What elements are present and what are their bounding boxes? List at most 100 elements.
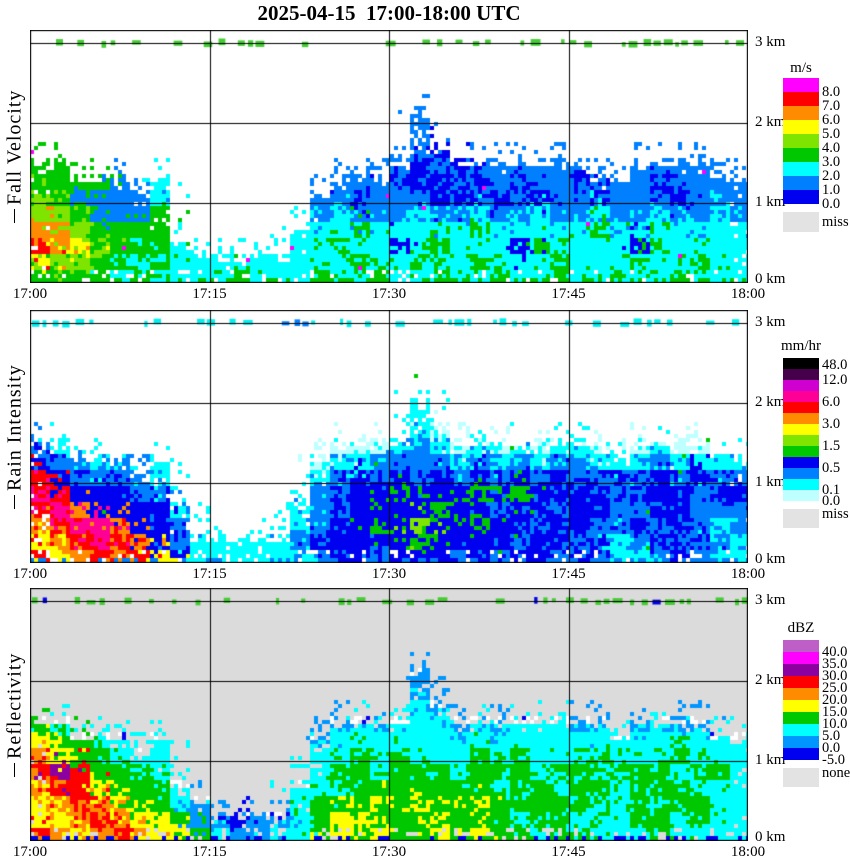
colorbar-swatch (783, 736, 819, 748)
colorbar-swatch (783, 92, 819, 106)
colorbar-missing-swatch (783, 509, 819, 528)
colorbar-label: 0.0 (822, 196, 841, 212)
colorbar-swatch (783, 369, 819, 380)
colorbar-swatch (783, 358, 819, 369)
height-tick-label: 2 km (755, 394, 786, 410)
colorbar-label: 30.0 (822, 668, 848, 684)
colorbar-swatch (783, 676, 819, 688)
colorbar-label: 12.0 (822, 372, 848, 388)
colorbar-label: 1.0 (822, 182, 841, 198)
colorbar-swatch (783, 413, 819, 424)
colorbar-swatch (783, 748, 819, 760)
colorbar-swatch (783, 446, 819, 457)
colorbar-label: 7.0 (822, 98, 841, 114)
colorbar-label: 15.0 (822, 704, 848, 720)
colorbar-swatch (783, 190, 819, 204)
colorbar-swatch (783, 78, 819, 92)
time-tick-label: 17:30 (371, 844, 407, 860)
colorbar-swatch (783, 134, 819, 148)
height-tick-label: 0 km (755, 829, 786, 845)
colorbar-label: 0.0 (822, 740, 841, 756)
height-tick-label: 3 km (755, 592, 786, 608)
colorbar-title: mm/hr (781, 338, 821, 354)
colorbar-label: 6.0 (822, 394, 841, 410)
colorbar-swatch (783, 106, 819, 120)
height-tick-label: 3 km (755, 314, 786, 330)
colorbar-label: 8.0 (822, 84, 841, 100)
time-tick-label: 18:00 (730, 286, 766, 302)
colorbar-missing-label: miss (822, 214, 849, 230)
colorbar-swatch (783, 435, 819, 446)
colorbar-swatch (783, 664, 819, 676)
time-tick-label: 17:00 (12, 566, 48, 582)
colorbar-label: 3.0 (822, 154, 841, 170)
colorbar-missing-swatch (783, 768, 819, 787)
colorbar-label: 6.0 (822, 112, 841, 128)
colorbar-swatch (783, 468, 819, 479)
height-tick-label: 1 km (755, 194, 786, 210)
colorbar-missing-label: miss (822, 506, 849, 522)
time-tick-label: 17:30 (371, 566, 407, 582)
colorbar-swatch (783, 652, 819, 664)
time-tick-label: 17:15 (192, 286, 227, 302)
colorbar-label: 2.0 (822, 168, 841, 184)
time-tick-label: 17:15 (192, 566, 227, 582)
colorbar-swatch (783, 176, 819, 190)
time-tick-label: 18:00 (730, 566, 766, 582)
colorbar-title: dBZ (787, 620, 815, 636)
height-tick-label: 3 km (755, 34, 786, 50)
colorbar-swatch (783, 490, 819, 501)
height-tick-label: 2 km (755, 672, 786, 688)
colorbar-swatch (783, 479, 819, 490)
colorbar-label: -5.0 (822, 752, 845, 768)
colorbar-label: 5.0 (822, 126, 841, 142)
colorbar-label: 4.0 (822, 140, 841, 156)
colorbar-swatch (783, 120, 819, 134)
colorbar-swatch (783, 457, 819, 468)
heatmap-panel-fall-velocity (30, 30, 748, 283)
panel-axis-label-fall-velocity: Fall Velocity (2, 30, 28, 283)
colorbar-swatch (783, 688, 819, 700)
heatmap-panel-rain-intensity (30, 310, 748, 563)
time-tick-label: 17:00 (12, 286, 48, 302)
height-tick-label: 0 km (755, 271, 786, 287)
colorbar-label: 40.0 (822, 644, 848, 660)
time-tick-label: 17:15 (192, 844, 227, 860)
height-tick-label: 0 km (755, 551, 786, 567)
heatmap-panel-reflectivity (30, 588, 748, 841)
panel-axis-label-reflectivity: Reflectivity (2, 588, 28, 841)
colorbar-swatch (783, 162, 819, 176)
colorbar-label: 20.0 (822, 692, 848, 708)
time-tick-label: 18:00 (730, 844, 766, 860)
colorbar-swatch (783, 148, 819, 162)
colorbar-label: 25.0 (822, 680, 848, 696)
colorbar-label: 0.1 (822, 482, 841, 498)
panel-axis-label-rain-intensity: Rain Intensity (2, 310, 28, 563)
height-tick-label: 1 km (755, 474, 786, 490)
colorbar-swatch (783, 391, 819, 402)
figure-title: 2025-04-15 17:00-18:00 UTC (257, 1, 521, 25)
height-tick-label: 1 km (755, 752, 786, 768)
colorbar-label: 0.5 (822, 460, 841, 476)
colorbar-label: 0.0 (822, 493, 841, 509)
colorbar-label: 48.0 (822, 356, 848, 373)
colorbar-label: 10.0 (822, 716, 848, 732)
time-tick-label: 17:00 (12, 844, 48, 860)
time-tick-label: 17:45 (551, 566, 586, 582)
colorbar-label: 1.5 (822, 438, 841, 454)
colorbar-swatch (783, 424, 819, 435)
colorbar-swatch (783, 724, 819, 736)
colorbar-label: 35.0 (822, 656, 848, 672)
colorbar-missing-swatch (783, 212, 819, 232)
colorbar-swatch (783, 402, 819, 413)
colorbar-swatch (783, 640, 819, 652)
colorbar-swatch (783, 700, 819, 712)
colorbar-swatch (783, 712, 819, 724)
colorbar-title: m/s (790, 60, 812, 76)
colorbar-swatch (783, 380, 819, 391)
time-tick-label: 17:45 (551, 286, 586, 302)
time-tick-label: 17:45 (551, 844, 586, 860)
colorbar-label: 5.0 (822, 728, 841, 744)
height-tick-label: 2 km (755, 114, 786, 130)
